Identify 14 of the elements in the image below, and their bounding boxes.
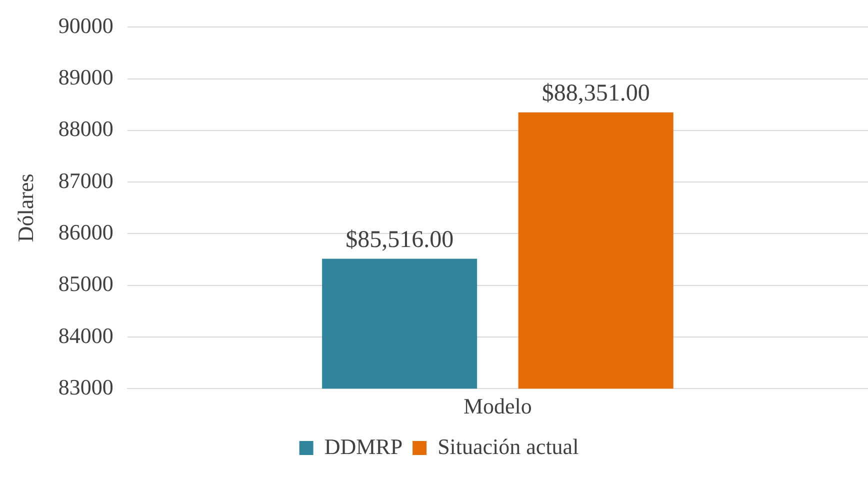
legend-label: DDMRP (324, 434, 403, 459)
y-tick-label: 84000 (58, 322, 114, 348)
data-label: $88,351.00 (542, 80, 650, 107)
legend-label: Situación actual (438, 434, 579, 459)
y-tick-label: 90000 (58, 12, 114, 38)
y-tick-label: 88000 (58, 116, 114, 142)
data-label: $85,516.00 (346, 227, 454, 253)
x-tick-label: Modelo (463, 394, 532, 419)
y-axis-title: Dólares (12, 174, 38, 242)
y-tick-label: 83000 (58, 374, 114, 400)
y-tick-label: 85000 (58, 271, 114, 296)
y-tick-label: 89000 (58, 64, 114, 90)
y-tick-label: 87000 (58, 168, 114, 193)
y-tick-label: 86000 (58, 219, 114, 244)
